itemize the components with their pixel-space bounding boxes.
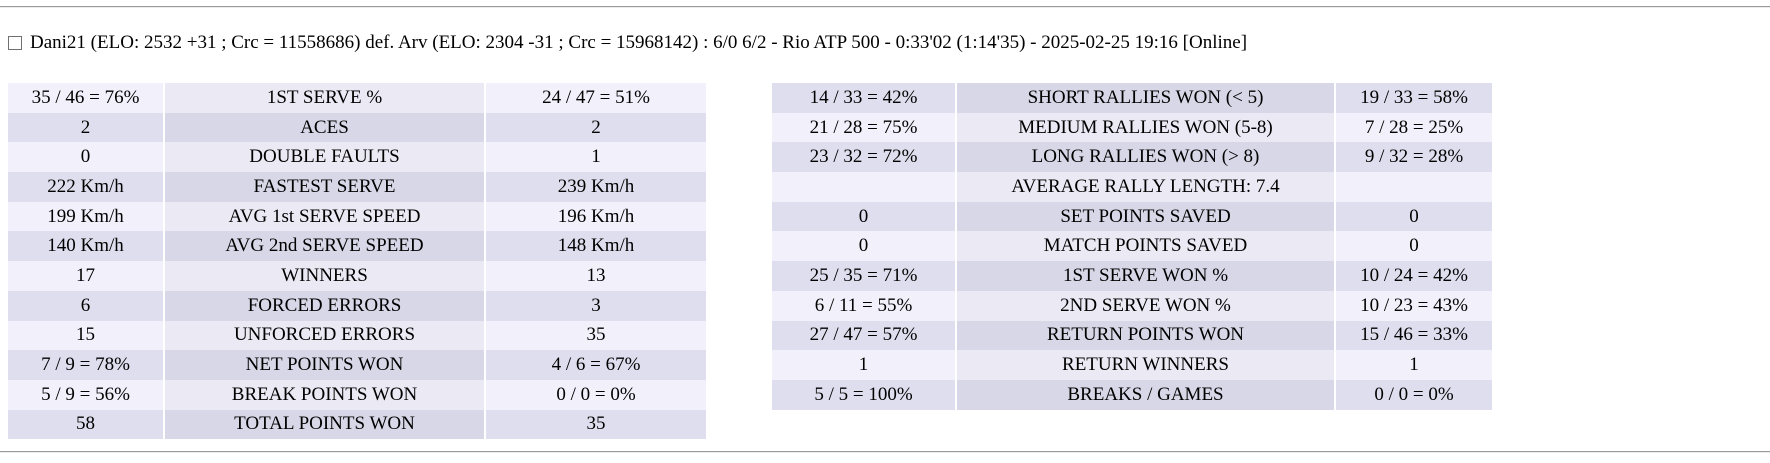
stat-label: NET POINTS WON <box>165 350 484 380</box>
stat-label: MATCH POINTS SAVED <box>957 231 1334 262</box>
stat-value-player2: 0 / 0 = 0% <box>486 379 706 410</box>
table-row: 199 Km/h AVG 1st SERVE SPEED 196 Km/h <box>8 201 706 232</box>
table-row: 27 / 47 = 57% RETURN POINTS WON 15 / 46 = … <box>772 320 1492 351</box>
rally-stats-table: 14 / 33 = 42% SHORT RALLIES WON (< 5) 19 /… <box>772 83 1492 410</box>
stat-value-player1: 6 <box>8 290 163 321</box>
table-row: 222 Km/h FASTEST SERVE 239 Km/h <box>8 172 706 202</box>
table-row: 5 / 5 = 100% BREAKS / GAMES 0 / 0 = 0% <box>772 379 1492 410</box>
stat-label: MEDIUM RALLIES WON (5-8) <box>957 112 1334 143</box>
top-divider <box>0 6 1770 8</box>
table-row: 0 SET POINTS SAVED 0 <box>772 201 1492 232</box>
stat-label: 2ND SERVE WON % <box>957 290 1334 321</box>
stat-value-player2: 13 <box>486 261 706 291</box>
match-select-checkbox[interactable] <box>8 36 22 50</box>
stat-label: DOUBLE FAULTS <box>165 142 484 173</box>
table-row: 6 FORCED ERRORS 3 <box>8 290 706 321</box>
stat-value-player2: 35 <box>486 409 706 440</box>
table-row: 58 TOTAL POINTS WON 35 <box>8 409 706 440</box>
stat-label: BREAK POINTS WON <box>165 379 484 410</box>
table-row: 6 / 11 = 55% 2ND SERVE WON % 10 / 23 = 43% <box>772 290 1492 321</box>
table-row: 5 / 9 = 56% BREAK POINTS WON 0 / 0 = 0% <box>8 379 706 410</box>
table-row: 21 / 28 = 75% MEDIUM RALLIES WON (5-8) 7 /… <box>772 112 1492 143</box>
stat-label: LONG RALLIES WON (> 8) <box>957 142 1334 173</box>
stat-label: RETURN POINTS WON <box>957 320 1334 351</box>
stat-label: 1ST SERVE % <box>165 83 484 113</box>
table-row: 1 RETURN WINNERS 1 <box>772 350 1492 380</box>
match-header: Dani21 (ELO: 2532 +31 ; Crc = 11558686) … <box>8 31 1247 55</box>
stat-value-player2: 15 / 46 = 33% <box>1336 320 1492 351</box>
stat-value-player2: 10 / 24 = 42% <box>1336 261 1492 291</box>
stat-label: 1ST SERVE WON % <box>957 261 1334 291</box>
stat-label: AVG 1st SERVE SPEED <box>165 201 484 232</box>
stat-value-player1: 21 / 28 = 75% <box>772 112 955 143</box>
stat-label: AVERAGE RALLY LENGTH: 7.4 <box>957 172 1334 202</box>
stat-value-player2: 0 <box>1336 201 1492 232</box>
stat-value-player1: 35 / 46 = 76% <box>8 83 163 113</box>
stat-value-player1: 58 <box>8 409 163 440</box>
stat-value-player1: 7 / 9 = 78% <box>8 350 163 380</box>
stat-value-player2: 1 <box>1336 350 1492 380</box>
stat-value-player1: 25 / 35 = 71% <box>772 261 955 291</box>
stat-value-player1: 0 <box>8 142 163 173</box>
stat-value-player2: 196 Km/h <box>486 201 706 232</box>
table-row: 140 Km/h AVG 2nd SERVE SPEED 148 Km/h <box>8 231 706 262</box>
stat-value-player1: 140 Km/h <box>8 231 163 262</box>
table-row: 7 / 9 = 78% NET POINTS WON 4 / 6 = 67% <box>8 350 706 380</box>
stat-label: RETURN WINNERS <box>957 350 1334 380</box>
stat-label: FASTEST SERVE <box>165 172 484 202</box>
bottom-divider <box>0 451 1770 453</box>
stat-value-player2: 35 <box>486 320 706 351</box>
stat-label: ACES <box>165 112 484 143</box>
stat-value-player1: 14 / 33 = 42% <box>772 83 955 113</box>
stat-value-player1 <box>772 172 955 202</box>
stat-label: AVG 2nd SERVE SPEED <box>165 231 484 262</box>
stat-value-player2: 7 / 28 = 25% <box>1336 112 1492 143</box>
stat-value-player1: 17 <box>8 261 163 291</box>
stat-value-player2: 2 <box>486 112 706 143</box>
stat-value-player2: 0 <box>1336 231 1492 262</box>
stat-value-player2: 10 / 23 = 43% <box>1336 290 1492 321</box>
stat-value-player1: 23 / 32 = 72% <box>772 142 955 173</box>
stat-value-player2: 4 / 6 = 67% <box>486 350 706 380</box>
table-row: 25 / 35 = 71% 1ST SERVE WON % 10 / 24 = 42… <box>772 261 1492 291</box>
stat-label: FORCED ERRORS <box>165 290 484 321</box>
table-row: 23 / 32 = 72% LONG RALLIES WON (> 8) 9 / 3… <box>772 142 1492 173</box>
stat-value-player2: 148 Km/h <box>486 231 706 262</box>
stat-value-player2: 19 / 33 = 58% <box>1336 83 1492 113</box>
table-row: 15 UNFORCED ERRORS 35 <box>8 320 706 351</box>
table-row: 14 / 33 = 42% SHORT RALLIES WON (< 5) 19 /… <box>772 83 1492 113</box>
table-row: 0 DOUBLE FAULTS 1 <box>8 142 706 173</box>
stat-value-player2 <box>1336 172 1492 202</box>
table-row: 35 / 46 = 76% 1ST SERVE % 24 / 47 = 51% <box>8 83 706 113</box>
stat-value-player2: 3 <box>486 290 706 321</box>
stat-value-player1: 5 / 9 = 56% <box>8 379 163 410</box>
stat-value-player2: 24 / 47 = 51% <box>486 83 706 113</box>
table-row: 17 WINNERS 13 <box>8 261 706 291</box>
stat-label: UNFORCED ERRORS <box>165 320 484 351</box>
stat-value-player2: 0 / 0 = 0% <box>1336 379 1492 410</box>
stat-value-player1: 0 <box>772 201 955 232</box>
stat-value-player1: 1 <box>772 350 955 380</box>
stat-label: SHORT RALLIES WON (< 5) <box>957 83 1334 113</box>
serve-stats-table: 35 / 46 = 76% 1ST SERVE % 24 / 47 = 51% 2 AC… <box>8 83 706 440</box>
stat-value-player1: 27 / 47 = 57% <box>772 320 955 351</box>
stat-label: BREAKS / GAMES <box>957 379 1334 410</box>
stat-label: SET POINTS SAVED <box>957 201 1334 232</box>
stat-label: TOTAL POINTS WON <box>165 409 484 440</box>
table-row: 2 ACES 2 <box>8 112 706 143</box>
stat-value-player1: 6 / 11 = 55% <box>772 290 955 321</box>
stat-value-player2: 239 Km/h <box>486 172 706 202</box>
stat-value-player1: 15 <box>8 320 163 351</box>
stat-value-player1: 0 <box>772 231 955 262</box>
stat-value-player2: 9 / 32 = 28% <box>1336 142 1492 173</box>
table-row: AVERAGE RALLY LENGTH: 7.4 <box>772 172 1492 202</box>
match-summary-text: Dani21 (ELO: 2532 +31 ; Crc = 11558686) … <box>30 32 1248 53</box>
stat-value-player2: 1 <box>486 142 706 173</box>
stat-value-player1: 199 Km/h <box>8 201 163 232</box>
stat-value-player1: 222 Km/h <box>8 172 163 202</box>
table-row: 0 MATCH POINTS SAVED 0 <box>772 231 1492 262</box>
stat-label: WINNERS <box>165 261 484 291</box>
stat-value-player1: 2 <box>8 112 163 143</box>
stat-value-player1: 5 / 5 = 100% <box>772 379 955 410</box>
